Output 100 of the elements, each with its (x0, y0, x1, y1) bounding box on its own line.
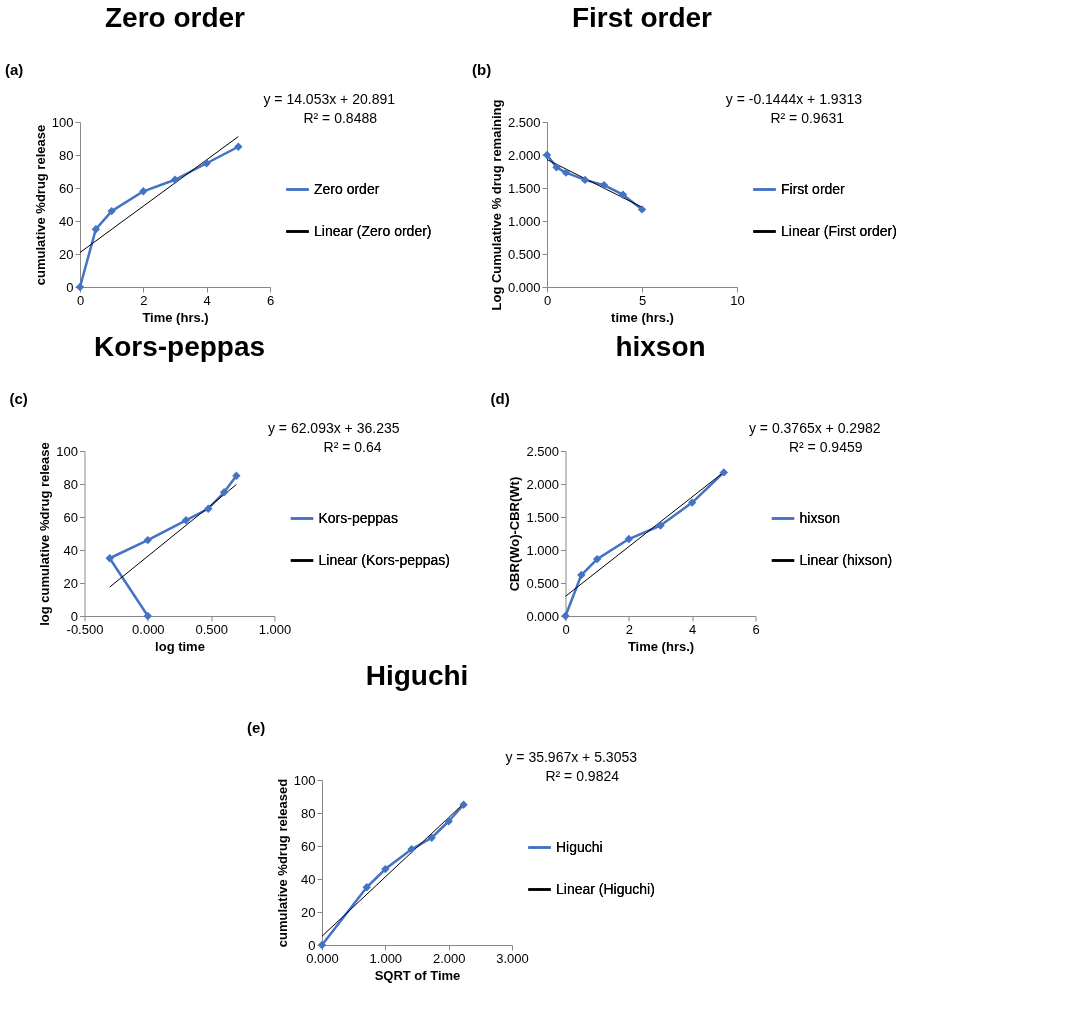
x-tick-label: 4 (203, 292, 211, 308)
point (577, 570, 586, 580)
point (234, 142, 243, 151)
point (202, 159, 211, 168)
x-tick-label: -0.500 (66, 621, 104, 637)
point (561, 168, 571, 177)
legend-label: Linear (First order) (781, 222, 897, 239)
text: (e) (247, 719, 266, 736)
y-tick-label: 80 (59, 147, 74, 163)
point (181, 516, 191, 525)
y-tick-label: 60 (59, 180, 74, 196)
point (637, 205, 647, 214)
y-tick-label: 0.500 (507, 246, 541, 262)
point (381, 864, 390, 874)
y-tick-label: 0.000 (526, 608, 559, 624)
point (362, 883, 371, 892)
y-tick-label: 20 (301, 904, 316, 920)
point (552, 163, 561, 172)
chart-title: Kors-peppas (93, 331, 266, 362)
y-tick-label: 1.000 (526, 542, 559, 558)
y-tick-label: 0.000 (507, 279, 541, 295)
x-tick-label: 3.000 (496, 950, 529, 966)
x-axis-title: time (hrs.) (611, 309, 674, 325)
x-axis-title: Time (hrs.) (627, 638, 695, 654)
text: y = -0.1444x + 1.9313 (725, 91, 863, 107)
y-tick-label: 2.000 (507, 147, 541, 163)
point (427, 833, 436, 842)
text: (c) (9, 390, 28, 407)
x-tick-label: 6 (266, 292, 275, 308)
legend-label: Linear (Higuchi) (556, 880, 655, 897)
y-tick-label: 80 (63, 476, 78, 492)
point (91, 225, 101, 234)
y-tick-label: 100 (293, 772, 316, 788)
y-tick-label: 1.500 (526, 509, 559, 525)
y-tick-label: 1.000 (507, 213, 541, 229)
text: R² = 0.8488 (303, 110, 378, 126)
x-tick-label: 2 (625, 621, 633, 637)
point (143, 611, 153, 621)
legend-label: Higuchi (556, 838, 603, 855)
x-axis-title: SQRT of Time (374, 967, 461, 983)
point (599, 180, 609, 190)
legend-label: Kors-peppas (318, 509, 398, 526)
text: (b) (472, 61, 492, 78)
y-axis-title: Log Cumulative % drug remaining (488, 99, 504, 311)
point (444, 817, 453, 826)
point (656, 521, 665, 530)
point (719, 468, 729, 477)
chart-title: First order (571, 2, 713, 33)
text: y = 0.3765x + 0.2982 (748, 420, 881, 436)
x-tick-label: 6 (752, 621, 760, 637)
text: (a) (5, 61, 24, 78)
point (204, 504, 213, 513)
chart-title: Zero order (104, 2, 246, 33)
legend-label: Linear (hixson) (799, 551, 893, 568)
text: R² = 0.9631 (770, 110, 845, 126)
y-tick-label: 40 (301, 871, 316, 887)
text: R² = 0.9459 (788, 439, 863, 455)
text: y = 14.053x + 20.891 (263, 91, 396, 107)
point (459, 800, 468, 809)
y-axis-title: cumulative %drug release (32, 124, 48, 286)
x-axis-title: log time (155, 638, 205, 654)
legend-label: Linear (Zero order) (314, 222, 432, 239)
x-tick-label: 4 (689, 621, 697, 637)
y-tick-label: 0.500 (526, 575, 559, 591)
y-tick-label: 40 (63, 542, 78, 558)
point (542, 150, 552, 160)
text: y = 35.967x + 5.3053 (505, 749, 638, 765)
x-tick-label: 2.000 (432, 950, 466, 966)
x-tick-label: 0.000 (132, 621, 165, 637)
y-axis-title: cumulative %drug released (274, 778, 290, 948)
chart-title: Higuchi (365, 660, 469, 691)
legend-label: First order (781, 180, 846, 197)
x-tick-label: 0.500 (195, 621, 228, 637)
point (618, 190, 628, 199)
y-tick-label: 20 (59, 246, 74, 262)
x-tick-label: 1.000 (258, 621, 292, 637)
point (219, 488, 229, 497)
point (624, 534, 634, 544)
text: (d) (490, 390, 510, 407)
y-tick-label: 2.500 (507, 114, 541, 130)
point (232, 471, 241, 480)
x-axis-title: Time (hrs.) (142, 309, 209, 325)
point (687, 498, 697, 507)
point (170, 175, 180, 184)
y-tick-label: 2.500 (526, 443, 559, 459)
text: R² = 0.9824 (545, 768, 620, 784)
y-tick-label: 0 (66, 279, 74, 295)
y-tick-label: 60 (301, 838, 316, 854)
x-tick-label: 1.000 (369, 950, 403, 966)
point (107, 206, 116, 216)
y-tick-label: 0 (308, 937, 316, 953)
x-tick-label: 2 (140, 292, 148, 308)
y-tick-label: 80 (301, 805, 316, 821)
y-tick-label: 100 (56, 443, 78, 459)
text: y = 62.093x + 36.235 (267, 420, 400, 436)
legend-label: Zero order (314, 180, 380, 197)
point (407, 845, 416, 854)
text: R² = 0.64 (323, 439, 382, 455)
y-tick-label: 1.500 (507, 180, 541, 196)
legend-label: Linear (Kors-peppas) (318, 551, 451, 568)
